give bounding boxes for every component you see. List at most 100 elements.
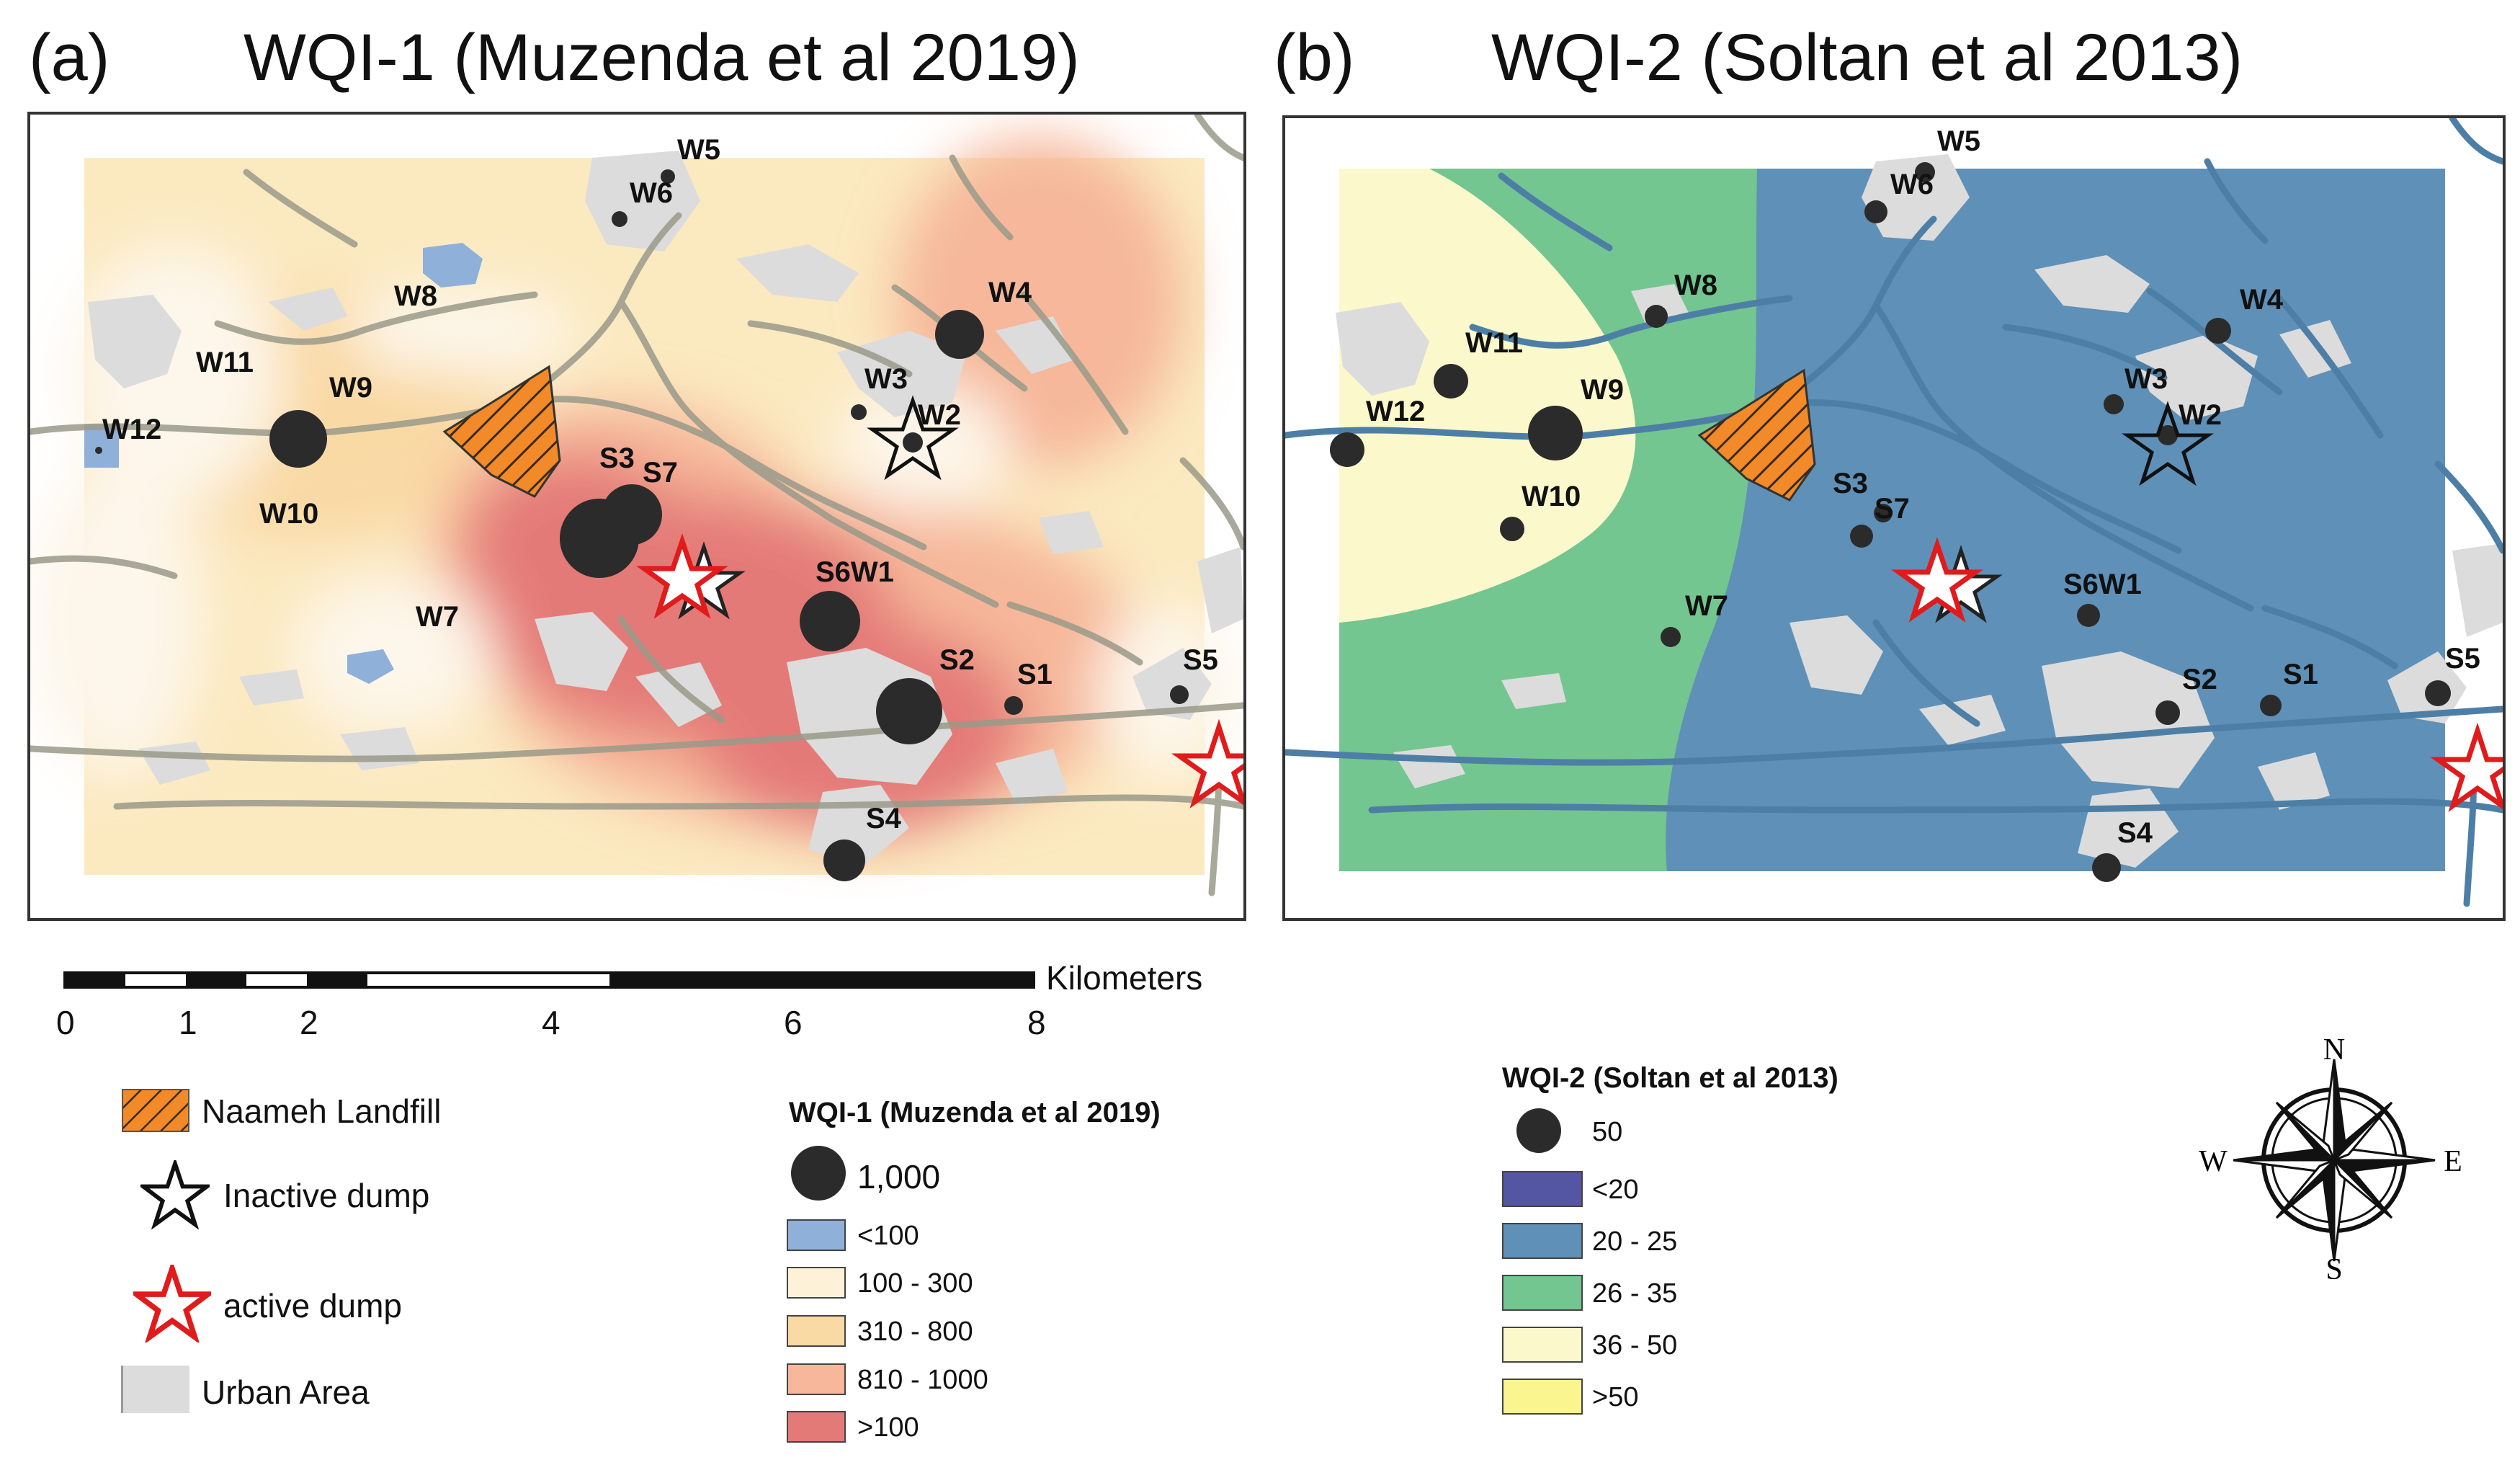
compass-w: W <box>2199 1145 2228 1178</box>
station-w4 <box>935 310 984 359</box>
legend-wqi2-class-label: >50 <box>1592 1382 1639 1412</box>
label-s4: S4 <box>866 803 902 834</box>
label-w5: W5 <box>677 134 720 166</box>
active-dump-east-a <box>1171 718 1243 809</box>
legend-wqi1-class-label: <100 <box>857 1221 919 1251</box>
scale-tick-6: 6 <box>784 1004 803 1041</box>
station-w7 <box>1661 627 1681 647</box>
station-s3 <box>1850 525 1873 548</box>
label-w6: W6 <box>1890 169 1934 200</box>
scale-tick-4: 4 <box>542 1004 560 1041</box>
label-w2: W2 <box>918 399 961 431</box>
scale-unit: Kilometers <box>1046 959 1203 997</box>
station-w3 <box>2104 394 2124 414</box>
label-s2: S2 <box>939 644 975 676</box>
north-arrow-compass-icon: N S E W <box>2199 1038 2462 1283</box>
label-s3: S3 <box>599 442 635 474</box>
station-s5 <box>1170 685 1189 704</box>
station-w11 <box>1434 364 1468 398</box>
legend-wqi1-swatch <box>787 1363 846 1395</box>
station-labels-a: W5 W6 W8 W4 W11 W9 W3 W2 W12 S3 S7 W10 S… <box>102 134 1218 834</box>
wqi1-low-patch <box>84 424 119 468</box>
station-w5 <box>1915 162 1935 182</box>
active-dump-a <box>636 533 728 619</box>
map-panel-b: W5 W6 W8 W4 W11 W9 W3 W2 W12 W10 S3 S7 S… <box>1282 115 2506 921</box>
label-s1: S1 <box>2283 659 2318 690</box>
station-w4 <box>2205 318 2231 344</box>
label-w12: W12 <box>1366 396 1425 427</box>
active-dump-b <box>1891 537 1983 623</box>
scale-tick-1: 1 <box>179 1004 197 1041</box>
station-labels-b: W5 W6 W8 W4 W11 W9 W3 W2 W12 W10 S3 S7 S… <box>1366 125 2480 849</box>
map-a-canvas: W5 W6 W8 W4 W11 W9 W3 W2 W12 S3 S7 W10 S… <box>30 115 1243 896</box>
legend-wqi2-swatch <box>1502 1223 1583 1259</box>
label-w10: W10 <box>1522 481 1581 512</box>
legend-wqi2-class-label: 36 - 50 <box>1592 1330 1678 1361</box>
label-s5: S5 <box>1183 644 1218 676</box>
label-s1: S1 <box>1017 659 1053 690</box>
label-w7: W7 <box>416 601 459 633</box>
legend-wqi2-swatch <box>1502 1275 1583 1311</box>
station-s4 <box>2092 853 2121 882</box>
legend-wqi1-size-label: 1,000 <box>857 1158 941 1195</box>
inactive-dump-w2-a <box>867 395 959 481</box>
legend-landfill-swatch <box>122 1089 189 1132</box>
station-s7 <box>1874 504 1893 522</box>
inactive-dump-w2-b <box>2122 401 2214 486</box>
station-w12 <box>1330 432 1364 467</box>
scale-tick-0: 0 <box>56 1004 75 1041</box>
label-w11: W11 <box>1465 327 1523 359</box>
map-panel-a: W5 W6 W8 W4 W11 W9 W3 W2 W12 S3 S7 W10 S… <box>27 112 1246 921</box>
label-s4: S4 <box>2117 817 2153 849</box>
label-w4: W4 <box>2240 284 2284 316</box>
label-w10: W10 <box>259 498 318 530</box>
label-w11: W11 <box>196 347 254 378</box>
label-w12: W12 <box>102 414 161 445</box>
label-s6w1: S6W1 <box>816 556 894 588</box>
legend-wqi2-title: WQI-2 (Soltan et al 2013) <box>1502 1062 1838 1094</box>
legend-wqi2-class-label: 26 - 35 <box>1592 1278 1678 1309</box>
station-w12 <box>95 447 102 454</box>
legend-wqi1-swatch <box>787 1411 846 1443</box>
legend-wqi2-class-label: 20 - 25 <box>1592 1226 1678 1257</box>
label-w6: W6 <box>630 177 673 209</box>
station-w2 <box>903 432 923 453</box>
station-s6w1 <box>2077 604 2100 627</box>
label-s7: S7 <box>643 457 678 489</box>
legend-inactive-label: Inactive dump <box>223 1177 430 1214</box>
compass-s: S <box>2325 1253 2342 1283</box>
wqi2-zone-36-50 <box>1339 169 1636 623</box>
label-w2: W2 <box>2179 399 2222 431</box>
legend-wqi1-class-label: 810 - 1000 <box>857 1365 988 1395</box>
compass-e: E <box>2444 1145 2462 1178</box>
station-w2 <box>2158 425 2178 445</box>
label-w9: W9 <box>1581 374 1624 406</box>
label-s3: S3 <box>1833 468 1868 499</box>
station-s2 <box>876 678 942 744</box>
legend-wqi2-size-symbol <box>1516 1108 1561 1153</box>
legend-wqi2-swatch <box>1502 1171 1583 1207</box>
label-s6w1: S6W1 <box>2063 569 2142 600</box>
label-w3: W3 <box>2124 363 2168 395</box>
label-w3: W3 <box>864 363 908 395</box>
label-w7: W7 <box>1685 590 1728 622</box>
legend-wqi1-swatch <box>787 1315 846 1347</box>
legend-urban-label: Urban Area <box>202 1373 370 1411</box>
label-s5: S5 <box>2445 643 2480 674</box>
station-s3 <box>560 499 639 578</box>
scale-tick-8: 8 <box>1027 1004 1046 1041</box>
legend-wqi2-swatch <box>1502 1327 1583 1363</box>
wqi1-low-patch <box>423 243 483 288</box>
label-s2: S2 <box>2182 664 2217 695</box>
station-w6 <box>1864 200 1887 223</box>
label-w8: W8 <box>1674 270 1717 301</box>
label-w4: W4 <box>988 277 1032 308</box>
legend-wqi2-class-label: <20 <box>1592 1175 1639 1205</box>
panel-a-title: WQI-1 (Muzenda et al 2019) <box>243 21 1080 94</box>
legend-wqi1-class-label: 100 - 300 <box>857 1268 973 1299</box>
station-s6w1 <box>800 591 860 651</box>
station-s5 <box>2425 680 2451 706</box>
wqi1-low-patch <box>347 649 394 684</box>
legend-wqi1-class-label: 310 - 800 <box>857 1317 973 1347</box>
legend-urban-swatch <box>121 1366 189 1413</box>
